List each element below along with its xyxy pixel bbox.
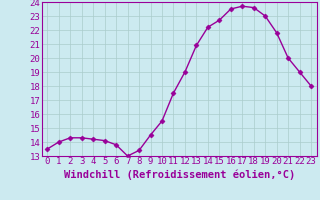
X-axis label: Windchill (Refroidissement éolien,°C): Windchill (Refroidissement éolien,°C): [64, 169, 295, 180]
